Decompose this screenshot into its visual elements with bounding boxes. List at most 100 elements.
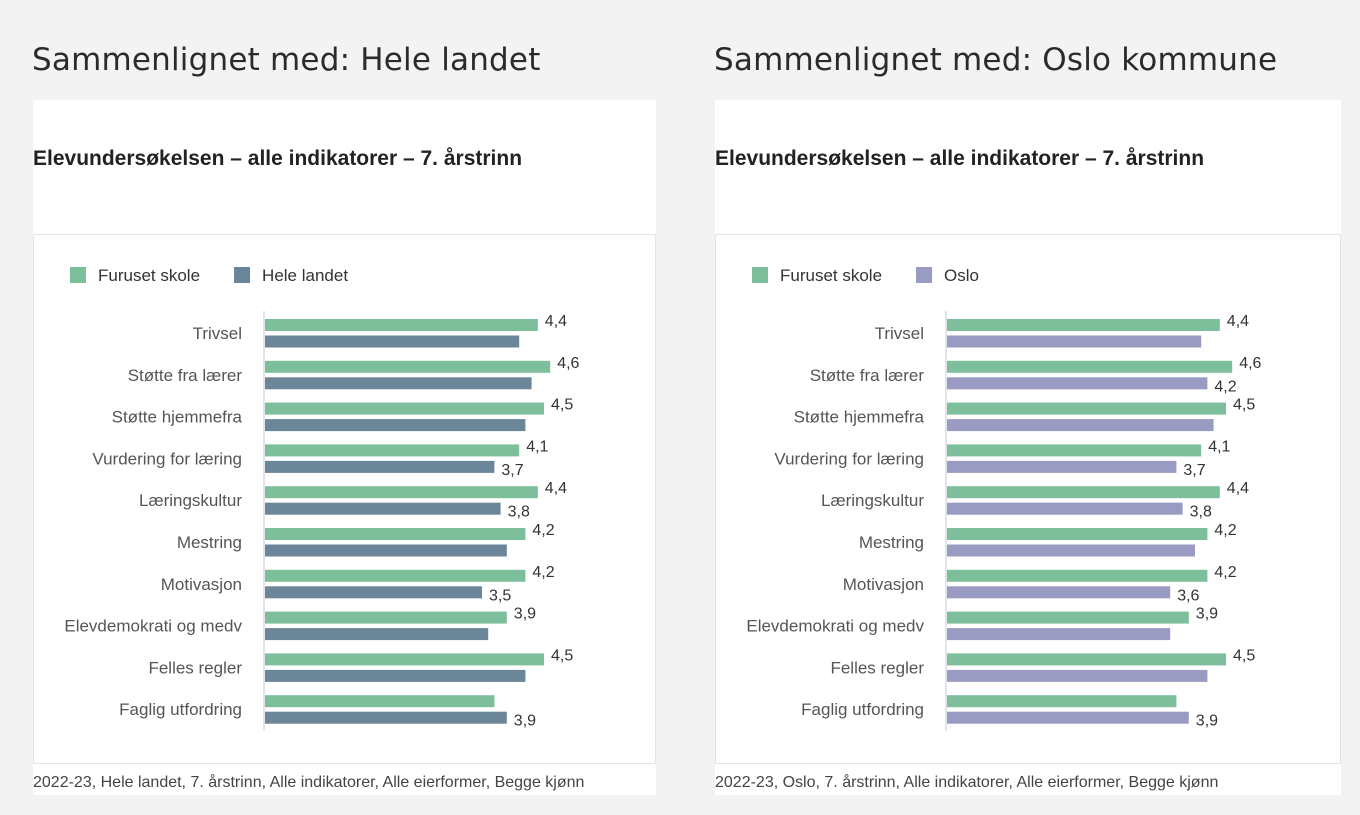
- bar-comparison: [265, 628, 489, 641]
- category-label: Elevdemokrati og medv: [746, 617, 924, 636]
- data-label: 3,7: [501, 462, 523, 479]
- bar-furuset: [265, 319, 538, 331]
- panel-heading: Sammenlignet med: Hele landet: [32, 42, 541, 78]
- data-label: 3,7: [1183, 462, 1205, 479]
- bar-comparison: [265, 335, 520, 348]
- chart-card: Elevundersøkelsen – alle indikatorer – 7…: [715, 100, 1341, 795]
- bar-furuset: [265, 528, 526, 540]
- panel-oslo: Sammenlignet med: Oslo kommune Elevunder…: [682, 0, 1341, 815]
- data-label: 4,4: [1227, 480, 1249, 497]
- bar-comparison: [265, 419, 526, 432]
- bar-comparison: [947, 544, 1195, 557]
- category-label: Mestring: [177, 533, 242, 552]
- category-label: Trivsel: [193, 324, 242, 343]
- data-label: 4,5: [1233, 397, 1255, 414]
- bar-furuset: [265, 569, 526, 582]
- category-label: Motivasjon: [161, 575, 242, 594]
- chart-box: Furuset skole Oslo Trivsel 4,4 Støtte fra læ…: [715, 234, 1341, 764]
- bar-furuset: [947, 486, 1220, 499]
- data-label: 4,2: [532, 564, 554, 581]
- data-label: 3,9: [1196, 606, 1218, 623]
- panel-hele-landet: Sammenlignet med: Hele landet Elevunders…: [0, 0, 656, 815]
- bar-furuset: [265, 695, 495, 708]
- bar-furuset: [947, 695, 1177, 708]
- bar-comparison: [265, 502, 501, 515]
- bar-comparison: [265, 711, 507, 724]
- data-label: 3,5: [489, 587, 511, 604]
- bar-comparison: [265, 460, 495, 473]
- data-label: 4,6: [1239, 355, 1261, 372]
- bar-furuset: [265, 402, 544, 415]
- bar-comparison: [265, 669, 526, 682]
- category-label: Støtte hjemmefra: [794, 408, 925, 427]
- bar-furuset: [947, 569, 1208, 582]
- data-label: 4,6: [557, 355, 579, 372]
- data-label: 4,5: [1233, 647, 1255, 664]
- category-label: Støtte hjemmefra: [112, 408, 243, 427]
- category-label: Vurdering for læring: [92, 449, 242, 468]
- data-label: 3,9: [514, 606, 536, 623]
- bar-comparison: [947, 502, 1183, 515]
- category-label: Trivsel: [875, 324, 924, 343]
- legend-label: Furuset skole: [98, 266, 200, 285]
- chart-title: Elevundersøkelsen – alle indikatorer – 7…: [715, 147, 1205, 170]
- category-label: Læringskultur: [821, 491, 924, 510]
- chart-title: Elevundersøkelsen – alle indikatorer – 7…: [33, 147, 523, 170]
- category-label: Faglig utfordring: [801, 700, 924, 719]
- category-label: Felles regler: [148, 658, 242, 677]
- bar-comparison: [947, 711, 1189, 724]
- category-label: Støtte fra lærer: [810, 366, 925, 385]
- data-label: 4,4: [1227, 313, 1249, 330]
- legend-label: Hele landet: [262, 266, 348, 285]
- chart-card: Elevundersøkelsen – alle indikatorer – 7…: [33, 100, 656, 795]
- bar-comparison: [947, 586, 1171, 599]
- category-label: Støtte fra lærer: [128, 366, 243, 385]
- data-label: 3,6: [1177, 587, 1199, 604]
- bar-furuset: [265, 653, 544, 666]
- data-label: 4,5: [551, 647, 573, 664]
- bar-comparison: [947, 669, 1208, 682]
- data-label: 4,1: [526, 438, 548, 455]
- bar-furuset: [265, 486, 538, 499]
- bar-furuset: [947, 611, 1189, 624]
- bar-furuset: [947, 653, 1226, 666]
- bar-comparison: [947, 628, 1171, 641]
- panel-heading: Sammenlignet med: Oslo kommune: [714, 42, 1278, 78]
- legend-swatch: [234, 267, 251, 283]
- category-label: Mestring: [859, 533, 924, 552]
- category-label: Felles regler: [830, 658, 924, 677]
- chart-footer: 2022-23, Oslo, 7. årstrinn, Alle indikat…: [715, 774, 1219, 791]
- bar-furuset: [265, 611, 507, 624]
- chart-box: Furuset skole Hele landet Trivsel 4,4 Støtte…: [33, 234, 656, 764]
- bar-chart: Furuset skole Hele landet Trivsel 4,4 Støtte…: [64, 266, 580, 731]
- legend-swatch: [916, 267, 933, 283]
- bar-furuset: [947, 528, 1208, 540]
- data-label: 4,2: [1214, 522, 1236, 539]
- data-label: 3,9: [1196, 713, 1218, 730]
- data-label: 3,9: [514, 713, 536, 730]
- bar-comparison: [265, 586, 482, 599]
- category-label: Elevdemokrati og medv: [64, 617, 242, 636]
- bar-furuset: [947, 444, 1202, 457]
- bar-comparison: [947, 335, 1202, 348]
- category-label: Vurdering for læring: [774, 449, 924, 468]
- legend-label: Oslo: [944, 266, 979, 285]
- legend-swatch: [70, 267, 86, 283]
- data-label: 4,2: [1214, 564, 1236, 581]
- data-label: 4,4: [545, 480, 567, 497]
- bar-comparison: [265, 544, 507, 557]
- data-label: 3,8: [1190, 504, 1212, 521]
- bar-furuset: [947, 319, 1220, 331]
- chart-footer: 2022-23, Hele landet, 7. årstrinn, Alle …: [33, 774, 585, 791]
- bar-comparison: [947, 419, 1214, 432]
- data-label: 3,8: [508, 504, 530, 521]
- data-label: 4,2: [532, 522, 554, 539]
- bar-comparison: [947, 377, 1208, 390]
- data-label: 4,2: [1214, 378, 1236, 395]
- data-label: 4,4: [545, 313, 567, 330]
- bar-furuset: [265, 360, 551, 373]
- bar-furuset: [947, 360, 1233, 373]
- bar-furuset: [265, 444, 520, 457]
- category-label: Motivasjon: [843, 575, 924, 594]
- bar-comparison: [265, 377, 532, 390]
